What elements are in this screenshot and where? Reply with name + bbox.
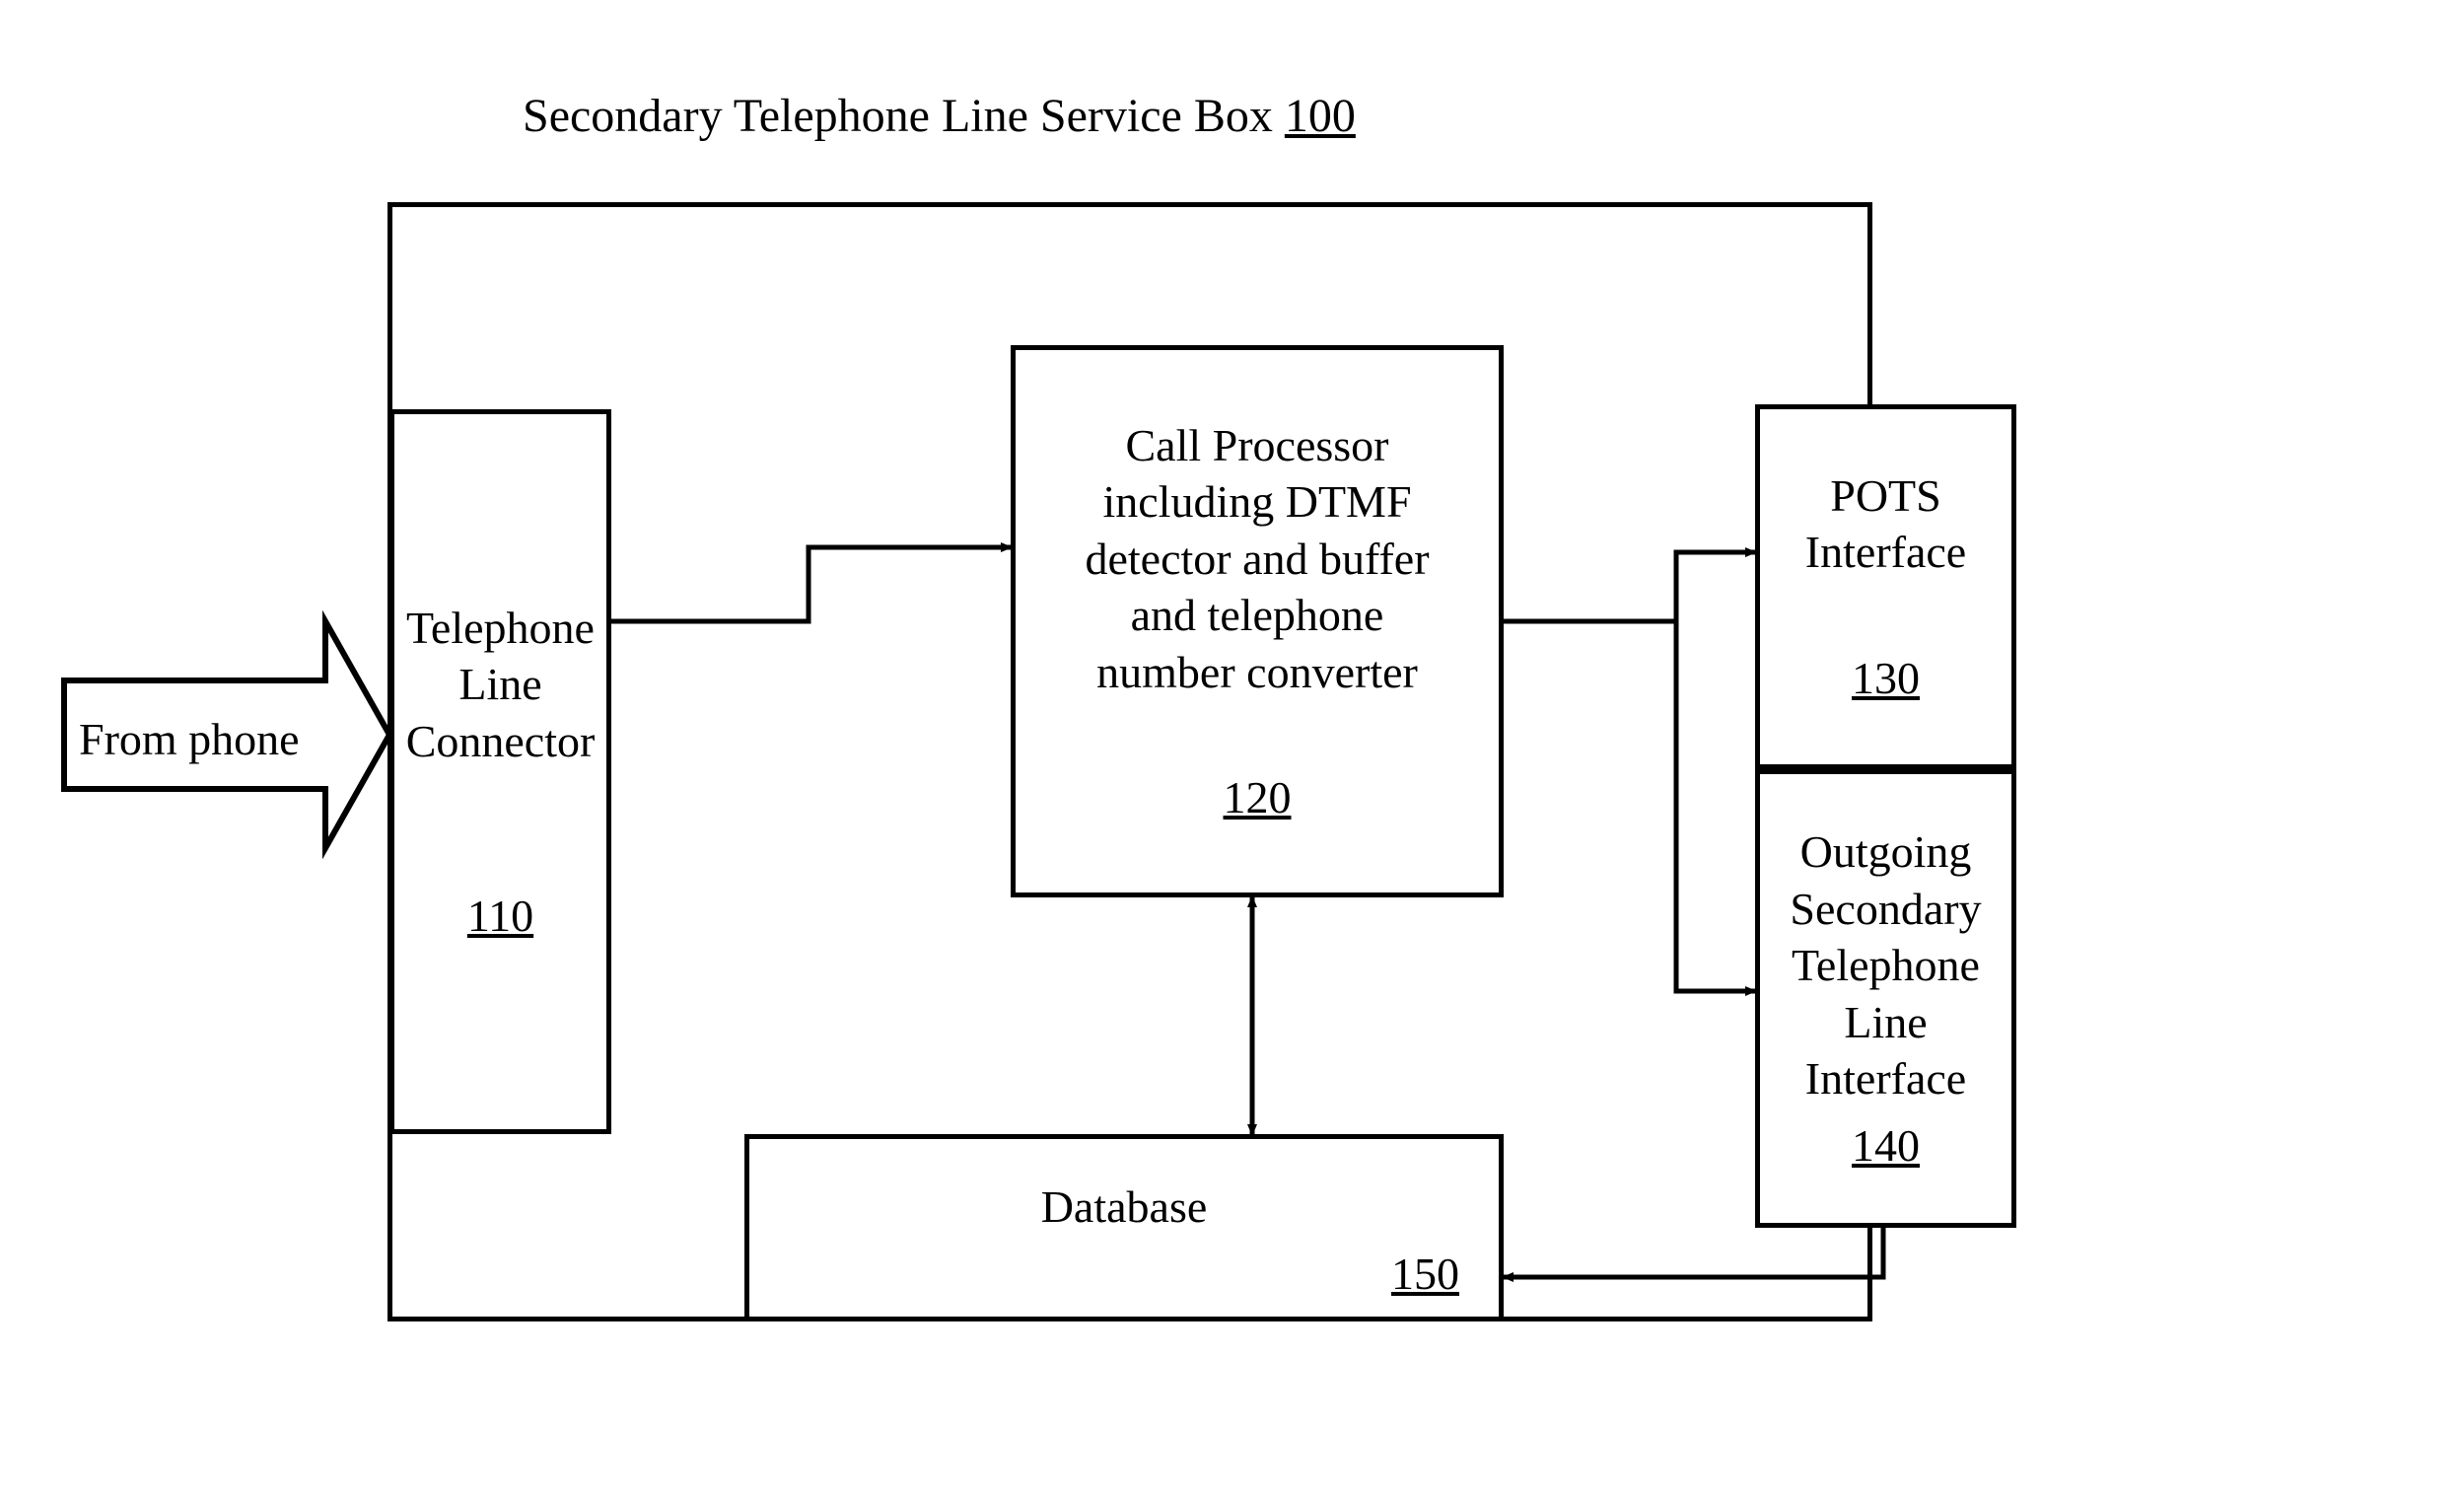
block-label-line: Secondary (1790, 881, 1981, 938)
from-phone-label: From phone (79, 713, 300, 765)
block-label-line: Line (1844, 994, 1927, 1051)
title-ref: 100 (1285, 90, 1356, 142)
block-ref: 120 (1224, 769, 1292, 826)
diagram-title: Secondary Telephone Line Service Box 100 (523, 89, 1356, 143)
block-label-line: Call Processor (1125, 417, 1388, 474)
block-label-line: Telephone (1792, 937, 1980, 994)
block-label-line: Database (1041, 1178, 1208, 1236)
block-label-line: including DTMF (1102, 473, 1411, 531)
block-call-processor: Call Processor including DTMF detector a… (1011, 345, 1504, 897)
block-ref: 140 (1852, 1117, 1920, 1175)
block-label-line: Outgoing (1800, 823, 1972, 881)
block-ref: 110 (467, 888, 533, 945)
block-label-line: and telephone (1131, 587, 1384, 644)
block-label-line: number converter (1096, 644, 1418, 701)
block-secondary-interface: Outgoing Secondary Telephone Line Interf… (1755, 769, 2016, 1228)
title-text: Secondary Telephone Line Service Box (523, 90, 1273, 142)
block-label-line: Connector (406, 713, 596, 770)
block-ref: 130 (1852, 650, 1920, 707)
block-pots-interface: POTS Interface 130 (1755, 404, 2016, 769)
diagram-container: Secondary Telephone Line Service Box 100… (0, 0, 2464, 1499)
block-label-line: Line (458, 656, 541, 713)
block-label-line: POTS (1830, 467, 1940, 525)
block-label-line: detector and buffer (1085, 531, 1429, 588)
block-label-line: Interface (1805, 524, 1966, 581)
block-label-line: Telephone (406, 600, 595, 657)
block-ref: 150 (1391, 1246, 1459, 1303)
block-telephone-line-connector: Telephone Line Connector 110 (389, 409, 611, 1134)
block-database: Database 150 (744, 1134, 1504, 1321)
block-label-line: Interface (1805, 1050, 1966, 1107)
